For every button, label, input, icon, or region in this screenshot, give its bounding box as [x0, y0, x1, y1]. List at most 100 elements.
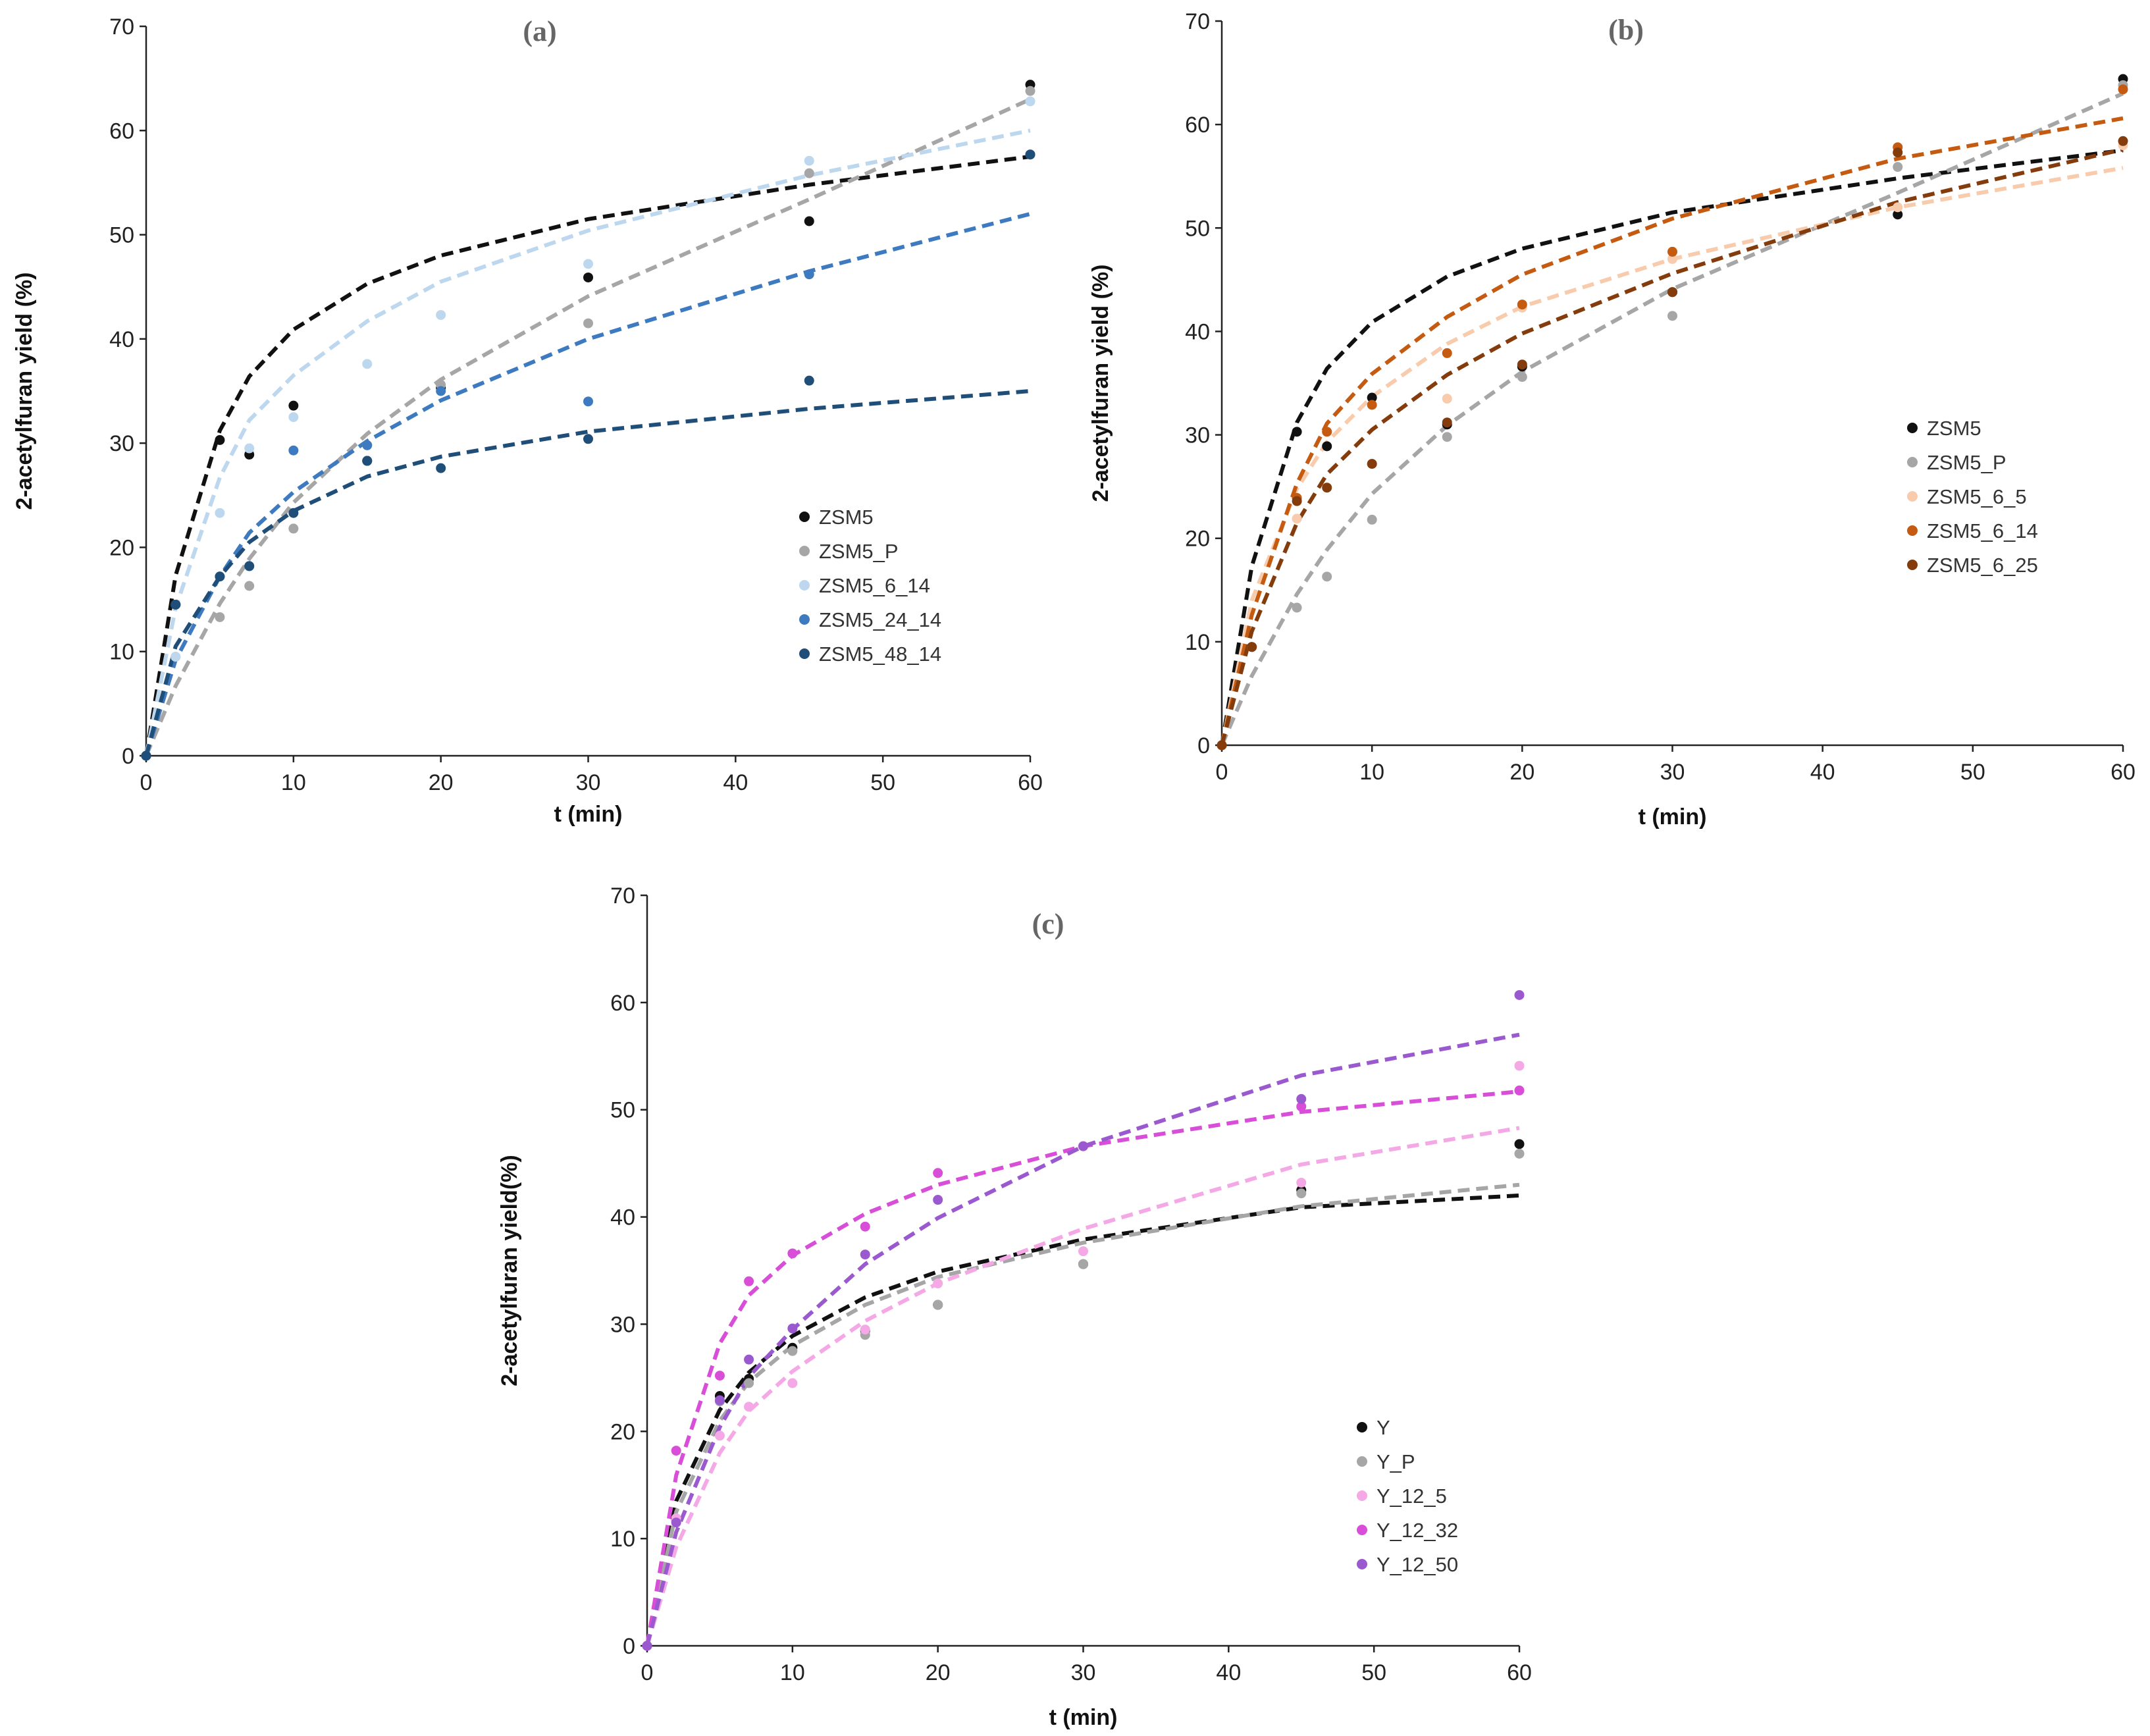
- fit-line-Y: [645, 1194, 1520, 1646]
- data-point-Y_12_50: [714, 1395, 725, 1406]
- y-tick-label: 40: [1185, 319, 1210, 344]
- data-point-Y: [1514, 1139, 1525, 1149]
- data-point-ZSM5_24_14: [362, 440, 373, 450]
- x-tick-label: 10: [1359, 760, 1384, 785]
- data-point-Y_12_32: [860, 1221, 870, 1232]
- data-point-ZSM5_48_14: [583, 434, 593, 444]
- legend-marker: [1907, 491, 1918, 502]
- data-point-ZSM5_6_5: [1292, 513, 1302, 524]
- data-point-Y_P: [933, 1300, 943, 1310]
- data-point-ZSM5_48_14: [288, 508, 299, 518]
- x-tick-label: 20: [926, 1660, 951, 1685]
- x-tick-label: 50: [1960, 760, 1985, 785]
- data-point-ZSM5_P: [1292, 602, 1302, 613]
- data-point-Y_12_5: [714, 1431, 725, 1441]
- data-point-ZSM5_48_14: [362, 456, 373, 466]
- x-tick-label: 40: [1216, 1660, 1241, 1685]
- legend-label: ZSM5_6_25: [1927, 554, 2038, 577]
- data-point-Y_12_32: [744, 1276, 754, 1286]
- fit-line-ZSM5_P: [1220, 92, 2124, 747]
- data-point-ZSM5: [1322, 441, 1332, 452]
- data-point-ZSM5_6_14: [1667, 246, 1677, 257]
- x-tick-label: 0: [140, 770, 153, 795]
- data-point-ZSM5_P: [1442, 432, 1452, 442]
- data-point-ZSM5_6_14: [1517, 300, 1527, 310]
- data-point-Y_P: [1078, 1259, 1088, 1269]
- legend-label: ZSM5_P: [819, 540, 899, 563]
- data-point-ZSM5_6_25: [1322, 483, 1332, 493]
- panel-label: (c): [1032, 908, 1064, 940]
- data-point-ZSM5_6_25: [1367, 459, 1377, 469]
- x-tick-label: 30: [1071, 1660, 1096, 1685]
- data-point-ZSM5_6_5: [1667, 253, 1677, 264]
- legend: ZSM5 ZSM5_P ZSM5_6_5 ZSM5_6_14 ZSM5_6_25: [1907, 417, 2038, 577]
- x-tick-label: 60: [2111, 760, 2136, 785]
- data-point-Y_12_32: [1514, 1085, 1525, 1095]
- data-point-Y_12_5: [1514, 1061, 1525, 1071]
- data-point-ZSM5_P: [804, 168, 814, 178]
- data-point-ZSM5_6_14: [1367, 400, 1377, 410]
- y-tick-label: 70: [109, 14, 134, 39]
- y-tick-label: 30: [1185, 423, 1210, 448]
- legend-marker: [1907, 525, 1918, 536]
- data-point-Y_12_50: [860, 1249, 870, 1260]
- y-tick-label: 30: [109, 431, 134, 456]
- data-point-ZSM5: [583, 272, 593, 282]
- data-point-ZSM5_P: [1025, 86, 1036, 96]
- data-point-ZSM5_6_14: [436, 309, 446, 320]
- data-point-ZSM5_48_14: [141, 750, 151, 761]
- legend-marker: [799, 512, 810, 522]
- x-tick-label: 20: [1509, 760, 1534, 785]
- y-tick-label: 10: [109, 640, 134, 665]
- data-point-Y_12_50: [787, 1323, 798, 1334]
- data-point-ZSM5_6_14: [170, 652, 181, 662]
- x-tick-label: 50: [870, 770, 895, 795]
- data-point-ZSM5_6_14: [1442, 348, 1452, 358]
- y-tick-label: 50: [109, 223, 134, 248]
- x-tick-label: 10: [281, 770, 306, 795]
- data-point-Y_12_5: [1296, 1177, 1307, 1188]
- legend-marker: [1907, 423, 1918, 433]
- data-point-Y_12_50: [1296, 1093, 1307, 1104]
- x-axis-title: t (min): [1049, 1705, 1118, 1730]
- data-point-ZSM5_P: [1517, 372, 1527, 382]
- legend-label: Y_12_50: [1377, 1553, 1458, 1576]
- data-point-Y_P: [787, 1346, 798, 1356]
- data-point-ZSM5_6_25: [1217, 740, 1227, 750]
- data-point-ZSM5_6_14: [1322, 427, 1332, 437]
- fit-line-ZSM5: [1220, 148, 2124, 746]
- data-point-ZSM5_6_14: [1025, 96, 1036, 107]
- data-point-ZSM5: [215, 434, 225, 445]
- data-point-Y_12_32: [933, 1168, 943, 1178]
- data-point-ZSM5_6_25: [1667, 287, 1677, 298]
- data-point-ZSM5_6_25: [1292, 496, 1302, 506]
- data-point-ZSM5_P: [215, 612, 225, 622]
- panel-2: 0 10 20 30 40 50 60 70 0 10 20 30 40 50 60 t (min) 2-ace…: [497, 883, 1532, 1730]
- data-point-ZSM5_24_14: [804, 269, 814, 280]
- legend: Y Y_P Y_12_5 Y_12_32 Y_12_50: [1357, 1416, 1458, 1576]
- data-point-ZSM5_6_14: [804, 155, 814, 166]
- data-point-ZSM5_48_14: [215, 571, 225, 582]
- data-point-Y_12_50: [671, 1517, 681, 1528]
- legend-marker: [1357, 1490, 1367, 1501]
- fit-line-Y_12_50: [645, 1032, 1520, 1646]
- y-tick-label: 40: [109, 327, 134, 352]
- y-tick-label: 60: [610, 991, 635, 1016]
- data-point-ZSM5_48_14: [436, 463, 446, 473]
- data-point-ZSM5_24_14: [583, 396, 593, 407]
- y-axis-title: 2-acetylfuran yield (%): [12, 273, 37, 510]
- panel-0: 0 10 20 30 40 50 60 70 0 10 20 30 40 50 60 t (min) 2-ace…: [12, 14, 1043, 827]
- y-tick-label: 20: [1185, 527, 1210, 552]
- fit-line-ZSM5: [144, 154, 1031, 756]
- data-point-ZSM5_6_14: [2118, 84, 2128, 95]
- fit-line-ZSM5_P: [144, 97, 1032, 757]
- data-point-Y_12_50: [744, 1354, 754, 1365]
- legend-marker: [1907, 457, 1918, 467]
- x-tick-label: 30: [1660, 760, 1685, 785]
- legend-label: ZSM5: [819, 506, 874, 529]
- y-tick-label: 70: [1185, 9, 1210, 34]
- x-tick-label: 30: [576, 770, 601, 795]
- y-tick-label: 20: [610, 1419, 635, 1444]
